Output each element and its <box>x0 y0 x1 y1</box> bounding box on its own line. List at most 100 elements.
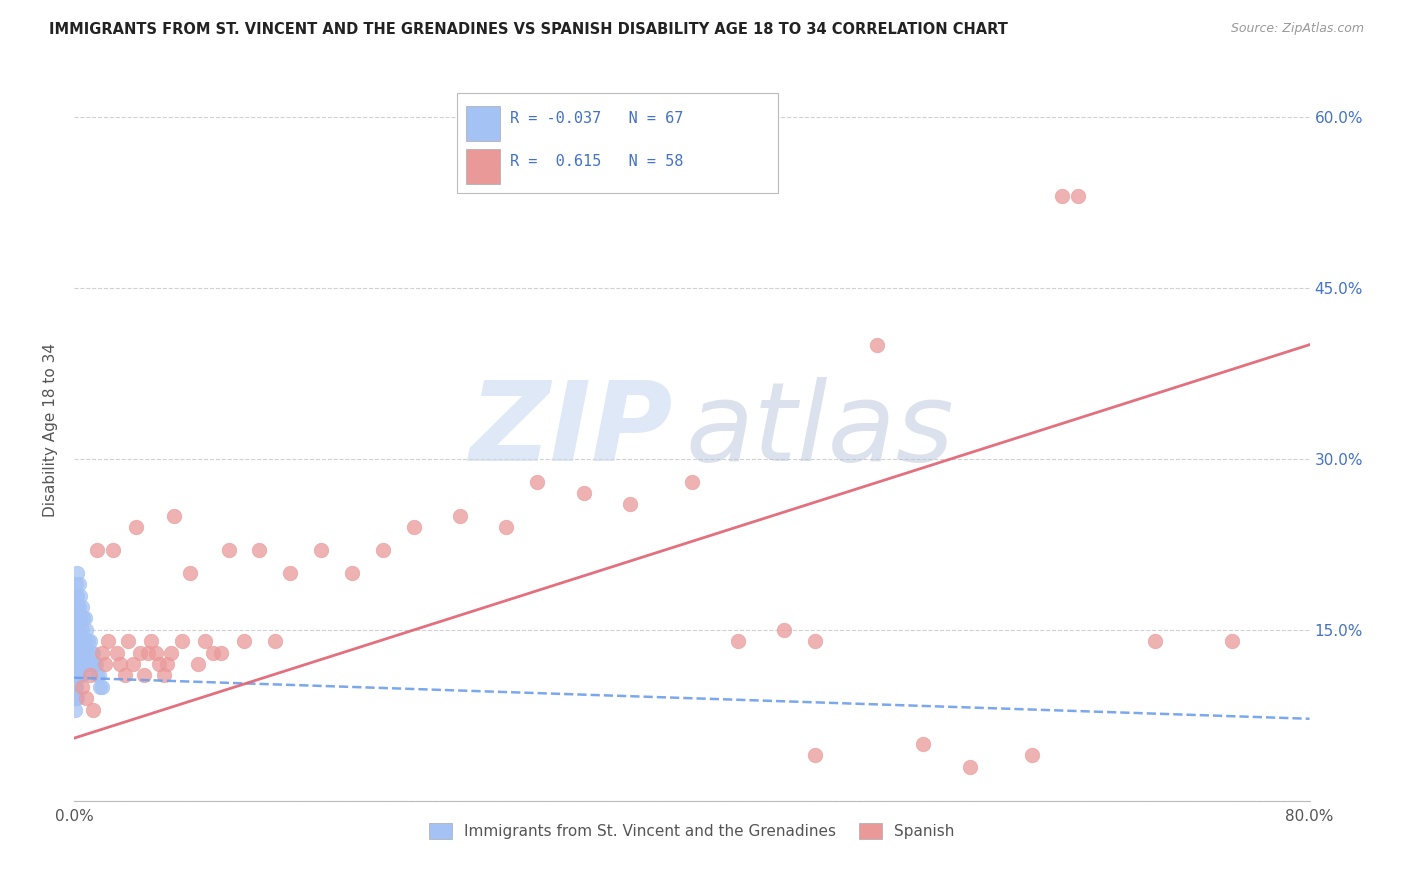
Point <box>67 600 90 615</box>
Point <box>65 646 87 660</box>
Point <box>1067 189 1090 203</box>
Point <box>66 611 89 625</box>
Point <box>156 657 179 671</box>
Point <box>66 668 89 682</box>
Text: ZIP: ZIP <box>470 376 673 483</box>
Point <box>90 680 112 694</box>
Point <box>101 543 124 558</box>
Point <box>65 657 87 671</box>
Point <box>727 634 749 648</box>
Point <box>233 634 256 648</box>
Point <box>866 337 889 351</box>
Point <box>66 566 89 580</box>
Y-axis label: Disability Age 18 to 34: Disability Age 18 to 34 <box>44 343 58 517</box>
Point <box>72 634 94 648</box>
Point <box>495 520 517 534</box>
Point <box>247 543 270 558</box>
Point <box>202 646 225 660</box>
Point <box>65 668 87 682</box>
Point <box>278 566 301 580</box>
Point <box>63 703 86 717</box>
Point <box>681 475 703 489</box>
Point <box>86 668 108 682</box>
Point <box>63 634 86 648</box>
Point <box>65 611 87 625</box>
Point <box>66 623 89 637</box>
Point <box>194 634 217 648</box>
Point <box>97 634 120 648</box>
Point <box>572 486 595 500</box>
Point <box>70 600 93 615</box>
Point <box>114 668 136 682</box>
Point <box>402 520 425 534</box>
Point <box>773 623 796 637</box>
Point <box>1052 189 1074 203</box>
Bar <box>465 105 501 141</box>
Point <box>110 657 132 671</box>
Point <box>67 646 90 660</box>
Point <box>69 589 91 603</box>
Text: Source: ZipAtlas.com: Source: ZipAtlas.com <box>1230 22 1364 36</box>
Point <box>75 623 97 637</box>
Text: atlas: atlas <box>686 376 955 483</box>
Point <box>145 646 167 660</box>
Point <box>63 657 86 671</box>
Point <box>309 543 332 558</box>
Point <box>63 691 86 706</box>
Point <box>804 634 827 648</box>
Point <box>73 611 96 625</box>
Point <box>65 646 87 660</box>
Point <box>163 508 186 523</box>
Point <box>959 759 981 773</box>
Point <box>70 623 93 637</box>
Point <box>79 634 101 648</box>
Point <box>82 703 104 717</box>
Point <box>65 691 87 706</box>
Point <box>67 623 90 637</box>
Point <box>65 577 87 591</box>
Point <box>1220 634 1243 648</box>
Point <box>87 668 110 682</box>
Point <box>65 646 87 660</box>
Bar <box>465 149 501 184</box>
Point <box>73 634 96 648</box>
Point <box>72 657 94 671</box>
Point <box>75 691 97 706</box>
Point <box>66 646 89 660</box>
Point <box>65 589 87 603</box>
Point <box>86 543 108 558</box>
Point <box>65 657 87 671</box>
Point <box>67 577 90 591</box>
Point <box>65 600 87 615</box>
Point <box>82 646 104 660</box>
Point <box>449 508 471 523</box>
Point <box>152 668 174 682</box>
Point <box>172 634 194 648</box>
Point <box>371 543 394 558</box>
Point <box>148 657 170 671</box>
Point <box>141 634 163 648</box>
Legend: Immigrants from St. Vincent and the Grenadines, Spanish: Immigrants from St. Vincent and the Gren… <box>423 817 960 845</box>
Point <box>83 657 105 671</box>
Point <box>912 737 935 751</box>
Point <box>65 600 87 615</box>
Point <box>72 611 94 625</box>
Point <box>125 520 148 534</box>
Text: R =  0.615   N = 58: R = 0.615 N = 58 <box>510 154 683 169</box>
Point <box>121 657 143 671</box>
Point <box>90 646 112 660</box>
Point <box>66 646 89 660</box>
Point <box>63 680 86 694</box>
Point <box>79 668 101 682</box>
Point <box>187 657 209 671</box>
Point <box>1144 634 1167 648</box>
Point <box>77 657 100 671</box>
Point <box>69 611 91 625</box>
Point <box>70 646 93 660</box>
Point <box>65 634 87 648</box>
FancyBboxPatch shape <box>457 93 779 193</box>
Point <box>80 646 103 660</box>
Point <box>65 668 87 682</box>
Point <box>129 646 152 660</box>
Point <box>619 497 641 511</box>
